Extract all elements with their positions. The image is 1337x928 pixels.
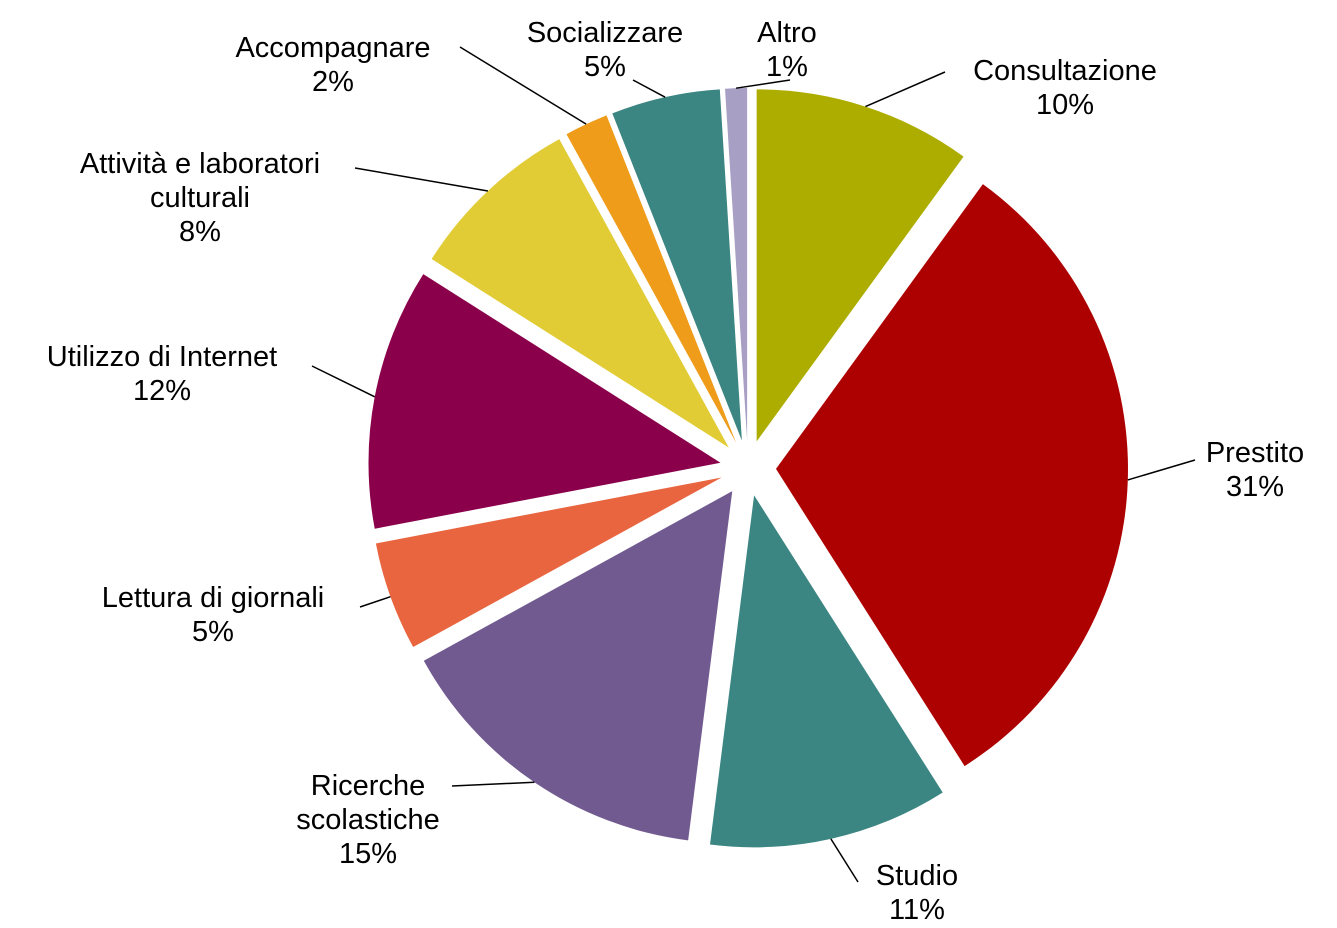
slice-label: Ricerche scolastiche 15% xyxy=(268,769,468,871)
value-label: 5% xyxy=(584,51,626,83)
category-label: Altro xyxy=(757,17,817,49)
category-label: Studio xyxy=(875,860,959,892)
slice-label: Socializzare 5% xyxy=(527,16,683,84)
leader-line xyxy=(359,596,391,608)
category-label: Attività e laboratori culturali xyxy=(79,148,321,214)
slice-label: Lettura di giornali 5% xyxy=(102,581,324,649)
value-label: 5% xyxy=(192,616,234,648)
value-label: 10% xyxy=(1035,89,1095,121)
pie-slice xyxy=(756,89,964,442)
slice-label: Utilizzo di Internet 12% xyxy=(47,340,278,408)
leader-line xyxy=(632,79,666,98)
pie-slice xyxy=(375,477,722,648)
value-label: 2% xyxy=(312,66,354,98)
leader-line xyxy=(865,71,946,108)
pie-slice xyxy=(612,89,742,441)
value-label: 12% xyxy=(132,375,192,407)
category-label: Socializzare xyxy=(526,17,684,49)
slice-label: Studio 11% xyxy=(876,859,958,927)
leader-line xyxy=(735,79,791,89)
pie-slice xyxy=(566,115,737,443)
category-label: Accompagnare xyxy=(235,32,431,64)
slice-label: Altro 1% xyxy=(757,16,817,84)
leader-line xyxy=(830,838,859,883)
value-label: 1% xyxy=(766,51,808,83)
pie-slice xyxy=(709,495,943,848)
leader-line xyxy=(311,365,376,398)
category-label: Utilizzo di Internet xyxy=(46,341,278,373)
category-label: Ricerche scolastiche xyxy=(296,770,440,836)
leader-line xyxy=(451,781,535,787)
pie-slice xyxy=(775,184,1128,767)
leader-line xyxy=(459,46,587,125)
slice-label: Attività e laboratori culturali 8% xyxy=(35,147,365,249)
pie-slice xyxy=(368,274,721,529)
category-label: Consultazione xyxy=(973,55,1157,87)
category-label: Prestito xyxy=(1205,437,1305,469)
value-label: 15% xyxy=(338,838,398,870)
category-label: Lettura di giornali xyxy=(101,582,325,614)
leader-line xyxy=(1127,459,1196,481)
pie-slice xyxy=(431,139,729,448)
slice-label: Consultazione 10% xyxy=(973,54,1157,122)
leader-line xyxy=(354,167,488,192)
pie-slice xyxy=(423,491,733,841)
value-label: 8% xyxy=(179,216,221,248)
value-label: 31% xyxy=(1225,471,1285,503)
slice-label: Accompagnare 2% xyxy=(235,31,430,99)
value-label: 11% xyxy=(889,894,945,926)
pie-slice xyxy=(725,88,748,441)
slice-label: Prestito 31% xyxy=(1206,436,1304,504)
